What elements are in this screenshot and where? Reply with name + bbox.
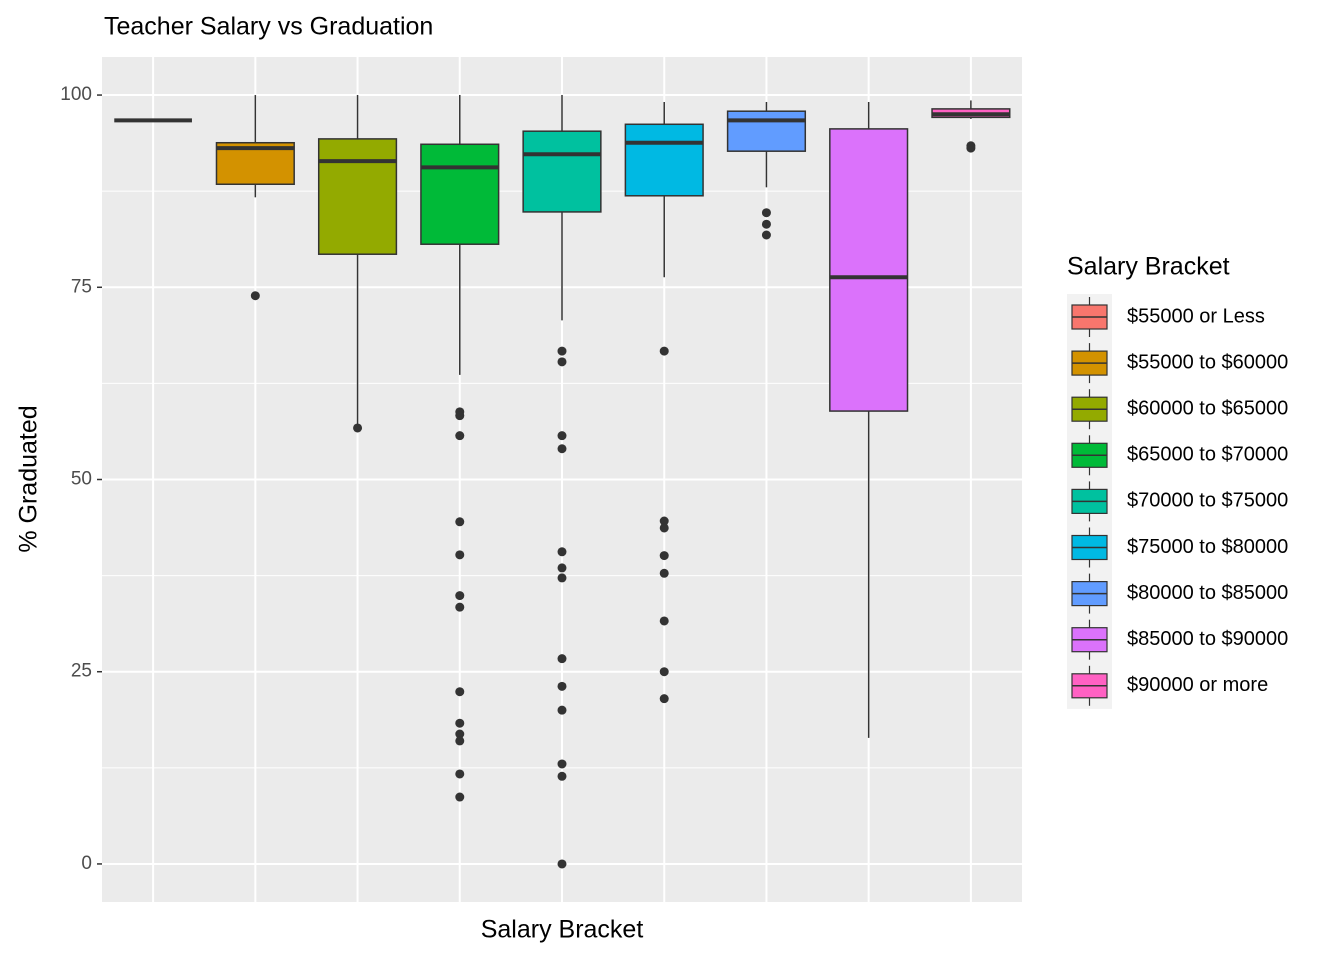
legend-label: $65000 to $70000 xyxy=(1127,444,1288,466)
box xyxy=(726,110,807,152)
outlier xyxy=(761,208,771,218)
legend-label: $70000 to $75000 xyxy=(1127,490,1288,512)
legend-label: $80000 to $85000 xyxy=(1127,582,1288,604)
outlier xyxy=(455,736,465,746)
outlier xyxy=(557,444,567,454)
outlier xyxy=(455,602,465,612)
outlier xyxy=(761,219,771,229)
outlier xyxy=(966,143,976,153)
outlier xyxy=(455,517,465,527)
outlier xyxy=(455,550,465,560)
outlier xyxy=(455,431,465,441)
outlier xyxy=(557,431,567,441)
chart-title: Teacher Salary vs Graduation xyxy=(104,13,433,41)
outlier xyxy=(455,687,465,697)
outlier xyxy=(659,516,669,526)
outlier xyxy=(659,523,669,533)
outlier xyxy=(557,681,567,691)
y-tick-label: 50 xyxy=(71,469,92,490)
legend-label: $55000 or Less xyxy=(1127,305,1265,327)
box xyxy=(522,130,602,213)
outlier xyxy=(557,563,567,573)
box xyxy=(317,138,398,255)
outlier xyxy=(761,230,771,240)
legend-label: $75000 to $80000 xyxy=(1127,536,1288,558)
outlier xyxy=(455,591,465,601)
outlier xyxy=(557,654,567,664)
x-axis-label: Salary Bracket xyxy=(481,916,644,944)
outlier xyxy=(557,346,567,356)
box xyxy=(624,123,704,197)
y-tick-label: 25 xyxy=(71,661,92,682)
outlier xyxy=(557,705,567,715)
outlier xyxy=(455,769,465,779)
outlier xyxy=(659,551,669,561)
y-tick-label: 0 xyxy=(81,853,92,874)
legend-label: $60000 to $65000 xyxy=(1127,397,1288,419)
outlier xyxy=(659,346,669,356)
outlier xyxy=(557,759,567,769)
outlier xyxy=(659,568,669,578)
outlier xyxy=(455,792,465,802)
outlier xyxy=(455,718,465,728)
outlier xyxy=(557,357,567,367)
y-tick-label: 75 xyxy=(71,276,92,297)
outlier xyxy=(557,771,567,781)
outlier xyxy=(557,573,567,583)
outlier xyxy=(455,729,465,739)
legend-label: $55000 to $60000 xyxy=(1127,351,1288,373)
outlier xyxy=(557,547,567,557)
legend-label: $90000 or more xyxy=(1127,674,1268,696)
y-tick-label: 100 xyxy=(60,84,92,105)
legend-label: $85000 to $90000 xyxy=(1127,628,1288,650)
outlier xyxy=(455,411,465,421)
y-axis-label: % Graduated xyxy=(15,405,43,552)
outlier xyxy=(659,616,669,626)
outlier xyxy=(659,667,669,677)
outlier xyxy=(659,694,669,704)
box xyxy=(829,128,909,412)
outlier xyxy=(353,423,363,433)
outlier xyxy=(557,859,567,869)
legend-title: Salary Bracket xyxy=(1067,253,1230,281)
box xyxy=(420,143,500,245)
outlier xyxy=(250,291,260,301)
